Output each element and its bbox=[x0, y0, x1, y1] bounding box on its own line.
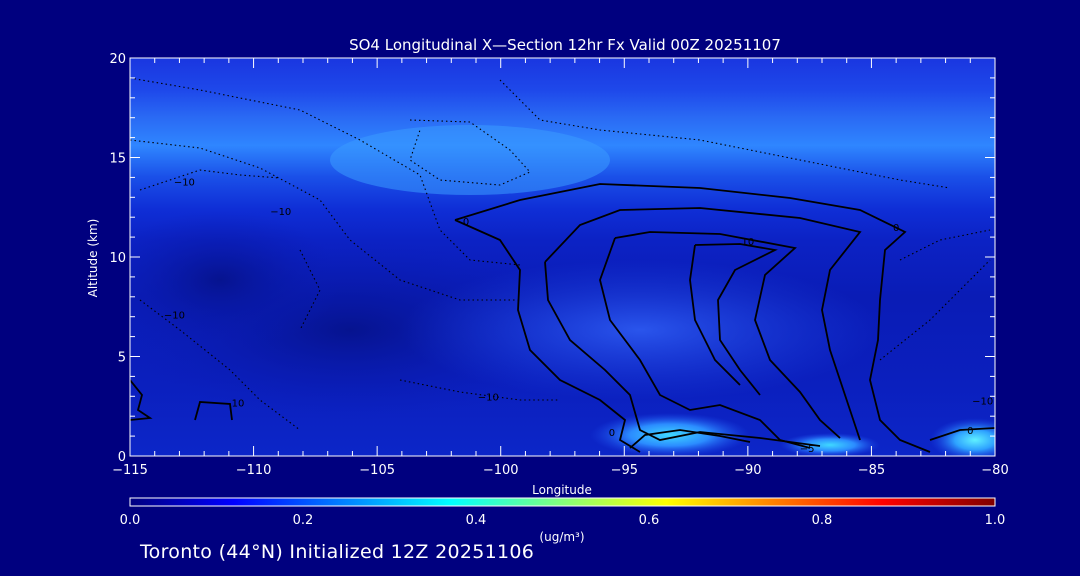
contour-line bbox=[629, 429, 751, 449]
contour-line bbox=[299, 249, 321, 331]
x-tick-label: −95 bbox=[611, 463, 638, 478]
x-tick-label: −105 bbox=[359, 463, 395, 478]
contour-line bbox=[599, 237, 811, 449]
lower-dark-region bbox=[130, 210, 340, 350]
colorbar-tick-label: 0.6 bbox=[639, 513, 660, 528]
x-tick-label: −115 bbox=[112, 463, 148, 478]
y-axis: 0 5 10 15 20 bbox=[109, 52, 995, 465]
x-tick-label: −110 bbox=[236, 463, 272, 478]
contour-line bbox=[689, 244, 741, 386]
contour-line bbox=[194, 401, 233, 421]
contour-label: 10 bbox=[741, 237, 754, 248]
colorbar-unit-label: (ug/m³) bbox=[539, 530, 584, 544]
x-tick-label: −85 bbox=[858, 463, 885, 478]
contour-labels: −10 −10 −10 −10 −10 0 0 0 10 −10 −5 0 bbox=[164, 177, 993, 455]
surface-plume bbox=[780, 433, 880, 456]
contour-label: −10 bbox=[972, 396, 993, 407]
contour-line bbox=[399, 379, 560, 401]
y-tick-label: 20 bbox=[109, 52, 126, 67]
contour-line bbox=[139, 169, 281, 191]
contour-line bbox=[544, 207, 862, 441]
positive-contours bbox=[130, 183, 995, 453]
mid-light-region bbox=[400, 260, 880, 400]
contour-label: −10 bbox=[223, 398, 244, 409]
contour-line bbox=[130, 77, 521, 266]
contour-line bbox=[614, 231, 841, 439]
y-tick-label: 5 bbox=[118, 351, 126, 366]
contour-line bbox=[899, 229, 991, 261]
y-tick-label: 0 bbox=[118, 450, 126, 465]
x-tick-label: −90 bbox=[734, 463, 761, 478]
contour-label: 0 bbox=[463, 217, 469, 228]
contour-line bbox=[454, 219, 641, 453]
colorbar-ticks: 0.0 0.2 0.4 0.6 0.8 1.0 bbox=[120, 513, 1006, 528]
colorbar-tick-label: 0.4 bbox=[466, 513, 487, 528]
contour-label: −5 bbox=[800, 444, 815, 455]
contour-line bbox=[694, 243, 778, 396]
contour-line bbox=[929, 427, 995, 441]
contour-label: 0 bbox=[967, 426, 973, 437]
y-tick-label: 15 bbox=[109, 152, 126, 167]
colorbar-tick-label: 1.0 bbox=[985, 513, 1006, 528]
x-axis: −115 −110 −105 −100 −95 −90 −85 −80 bbox=[112, 58, 1009, 478]
contour-line bbox=[130, 379, 153, 421]
surface-plume bbox=[930, 418, 995, 456]
plot-area: −10 −10 −10 −10 −10 0 0 0 10 −10 −5 0 bbox=[130, 58, 995, 456]
x-axis-label: Longitude bbox=[532, 483, 592, 497]
contour-label: −10 bbox=[270, 207, 291, 218]
y-tick-label: 10 bbox=[109, 251, 126, 266]
colorbar-tick-label: 0.8 bbox=[812, 513, 833, 528]
colorbar bbox=[129, 497, 996, 507]
chart-title: SO4 Longitudinal X—Section 12hr Fx Valid… bbox=[349, 36, 781, 54]
contour-line bbox=[544, 261, 821, 447]
x-tick-label: −100 bbox=[483, 463, 519, 478]
contour-label: 0 bbox=[609, 428, 615, 439]
x-tick-label: −80 bbox=[981, 463, 1008, 478]
contour-label: 0 bbox=[893, 223, 899, 234]
colorbar-tick-label: 0.2 bbox=[293, 513, 314, 528]
contour-line bbox=[879, 259, 991, 361]
negative-contours bbox=[130, 77, 991, 431]
contour-label: −10 bbox=[478, 392, 499, 403]
contour-label: −10 bbox=[174, 177, 195, 188]
contour-line bbox=[409, 119, 531, 186]
contour-label: −10 bbox=[164, 311, 185, 322]
colorbar-tick-label: 0.0 bbox=[120, 513, 141, 528]
upper-light-band bbox=[330, 125, 610, 195]
contour-line bbox=[454, 183, 931, 453]
run-caption: Toronto (44°N) Initialized 12Z 20251106 bbox=[140, 541, 535, 563]
y-axis-label: Altitude (km) bbox=[86, 219, 100, 298]
